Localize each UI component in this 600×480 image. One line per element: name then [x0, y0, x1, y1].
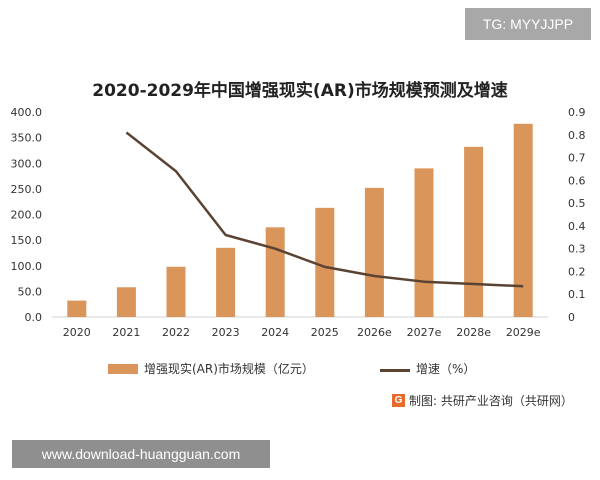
- bar: [166, 266, 186, 317]
- x-tick-label: 2022: [162, 326, 190, 339]
- y-left-tick-label: 150.0: [11, 234, 43, 247]
- y-left-tick-label: 0.0: [25, 311, 43, 324]
- source-text: 制图: 共研产业咨询（共研网）: [409, 394, 573, 408]
- y-left-tick-label: 250.0: [11, 183, 43, 196]
- y-right-tick-label: 0.2: [568, 265, 586, 278]
- bar: [414, 168, 434, 317]
- legend-bar-swatch: [108, 363, 138, 374]
- source-logo-icon: G: [392, 394, 405, 407]
- website-watermark: www.download-huangguan.com: [12, 440, 270, 468]
- bar: [216, 247, 236, 317]
- bar: [315, 207, 335, 317]
- y-right-tick-label: 0.1: [568, 288, 586, 301]
- bar: [265, 227, 285, 317]
- x-tick-label: 2028e: [456, 326, 491, 339]
- y-left-tick-label: 350.0: [11, 132, 43, 145]
- x-tick-label: 2027e: [407, 326, 442, 339]
- y-right-tick-label: 0.6: [568, 174, 586, 187]
- x-tick-label: 2020: [63, 326, 91, 339]
- y-right-tick-label: 0.3: [568, 243, 586, 256]
- bar: [464, 146, 484, 317]
- legend-bar-label: 增强现实(AR)市场规模（亿元）: [144, 362, 314, 376]
- y-left-tick-label: 50.0: [18, 285, 43, 298]
- legend-item-line: 增速（%）: [380, 362, 475, 377]
- y-right-tick-label: 0: [568, 311, 575, 324]
- y-right-tick-label: 0.8: [568, 129, 586, 142]
- x-tick-label: 2026e: [357, 326, 392, 339]
- source-credit: G 制图: 共研产业咨询（共研网）: [392, 392, 573, 409]
- chart-plot-area: 0.0 50.0 100.0 150.0 200.0 250.0 300.0 350.0 400…: [11, 106, 586, 339]
- x-tick-label: 2025: [311, 326, 339, 339]
- x-tick-label: 2029e: [506, 326, 541, 339]
- bar: [67, 300, 87, 317]
- y-right-tick-label: 0.7: [568, 152, 586, 165]
- x-tick-label: 2023: [212, 326, 240, 339]
- legend-line-label: 增速（%）: [416, 362, 476, 376]
- legend-line-swatch: [380, 369, 410, 372]
- y-left-tick-label: 400.0: [11, 106, 43, 119]
- y-left-tick-label: 200.0: [11, 209, 43, 222]
- bar: [116, 287, 136, 317]
- chart-legend: 增强现实(AR)市场规模（亿元） 增速（%）: [0, 360, 600, 380]
- bar: [513, 123, 533, 317]
- chart-title: 2020-2029年中国增强现实(AR)市场规模预测及增速: [92, 81, 508, 101]
- y-left-tick-label: 300.0: [11, 157, 43, 170]
- y-left-tick-label: 100.0: [11, 260, 43, 273]
- legend-item-bar: 增强现实(AR)市场规模（亿元）: [108, 360, 314, 377]
- y-right-tick-label: 0.5: [568, 197, 586, 210]
- telegram-badge: TG: MYYJJPP: [465, 8, 591, 40]
- x-tick-label: 2024: [261, 326, 289, 339]
- y-right-tick-label: 0.4: [568, 220, 586, 233]
- y-right-tick-label: 0.9: [568, 106, 586, 119]
- x-tick-label: 2021: [112, 326, 140, 339]
- bar: [364, 187, 384, 317]
